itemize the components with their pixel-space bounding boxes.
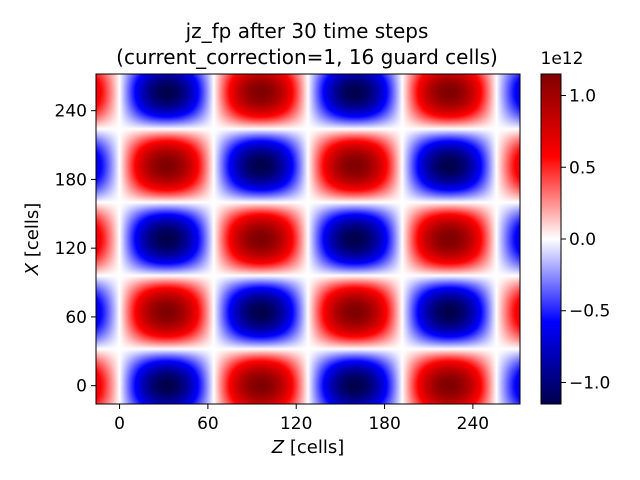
- colorbar: 1e12 1.0 0.5 0.0 −0.5 −1.0: [540, 49, 610, 405]
- plot-frame: [95, 73, 521, 405]
- chart-title-line1: jz_fp after 30 time steps: [185, 19, 429, 43]
- y-tick-label: 60: [65, 308, 87, 328]
- colorbar-axis: 1.0 0.5 0.0 −0.5 −1.0: [561, 87, 610, 393]
- y-axis-label-units: [cells]: [22, 203, 43, 263]
- x-tick-label: 180: [368, 414, 400, 434]
- x-tick-label: 60: [197, 414, 219, 434]
- colorbar-tick-label: −0.5: [569, 302, 610, 322]
- colorbar-tick-label: −1.0: [569, 373, 610, 393]
- y-tick-label: 240: [55, 102, 87, 122]
- plot-area: [95, 73, 521, 405]
- colorbar-tick-label: 1.0: [569, 87, 596, 107]
- y-tick-label: 120: [55, 239, 87, 259]
- colorbar-tick-label: 0.0: [569, 230, 596, 250]
- colorbar-offset-label: 1e12: [541, 49, 584, 69]
- x-tick-label: 0: [114, 414, 125, 434]
- chart-title-line2: (current_correction=1, 16 guard cells): [116, 45, 498, 69]
- colorbar-tick-label: 0.5: [569, 158, 596, 178]
- colorbar-gradient: [540, 73, 562, 405]
- x-axis: 0 60 120 180 240: [114, 404, 489, 434]
- x-tick-label: 240: [457, 414, 489, 434]
- x-axis-label-symbol: Z: [271, 437, 285, 458]
- heatmap-image: [96, 74, 520, 404]
- y-axis-label-symbol: X: [22, 262, 43, 276]
- x-tick-label: 120: [280, 414, 312, 434]
- x-axis-label-units: [cells]: [284, 437, 344, 458]
- y-axis: 0 60 120 180 240: [55, 102, 96, 397]
- y-axis-label: X [cells]: [22, 203, 43, 276]
- y-tick-label: 180: [55, 170, 87, 190]
- y-tick-label: 0: [76, 377, 87, 397]
- x-axis-label: Z [cells]: [271, 437, 344, 458]
